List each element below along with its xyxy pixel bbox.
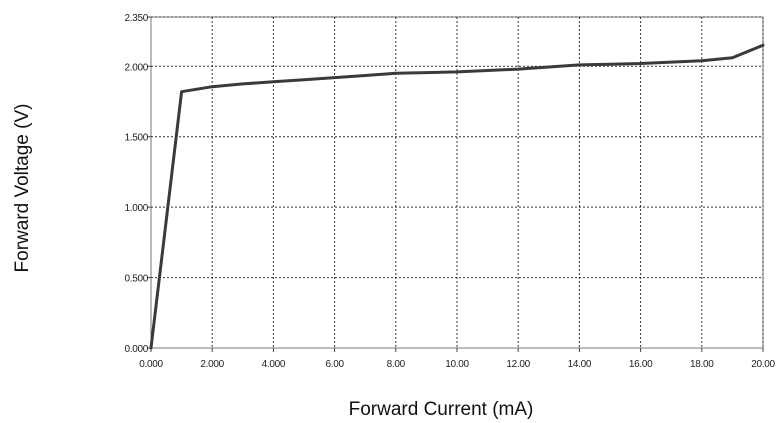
grid <box>151 16 764 348</box>
series-group <box>149 43 765 350</box>
x-tick-label: 2.000 <box>200 359 224 370</box>
x-tick-label: 0.000 <box>139 359 163 370</box>
x-tick-label: 20.00 <box>751 359 775 370</box>
y-tick-label: 1.500 <box>124 133 148 144</box>
x-tick-label: 6.00 <box>325 359 344 370</box>
x-tick-label: 16.00 <box>629 359 653 370</box>
forward-voltage-line <box>149 43 765 350</box>
y-tick-label: 2.350 <box>124 13 148 24</box>
y-tick-label: 0.000 <box>124 344 148 355</box>
x-axis-title: Forward Current (mA) <box>349 399 534 420</box>
y-tick-label: 1.000 <box>124 203 148 214</box>
x-tick-label: 12.00 <box>506 359 530 370</box>
y-tick-label: 2.000 <box>124 62 148 73</box>
x-tick-label: 14.00 <box>568 359 592 370</box>
y-axis-title: Forward Voltage (V) <box>12 104 33 273</box>
x-tick-label: 8.00 <box>387 359 406 370</box>
x-tick-label: 4.000 <box>262 359 286 370</box>
x-tick-label: 10.00 <box>445 359 469 370</box>
y-tick-label: 0.500 <box>124 274 148 285</box>
tick-labels: 0.000 2.000 4.000 6.00 8.00 10.00 12.00 14.00 16… <box>124 13 775 370</box>
x-tick-label: 18.00 <box>690 359 714 370</box>
